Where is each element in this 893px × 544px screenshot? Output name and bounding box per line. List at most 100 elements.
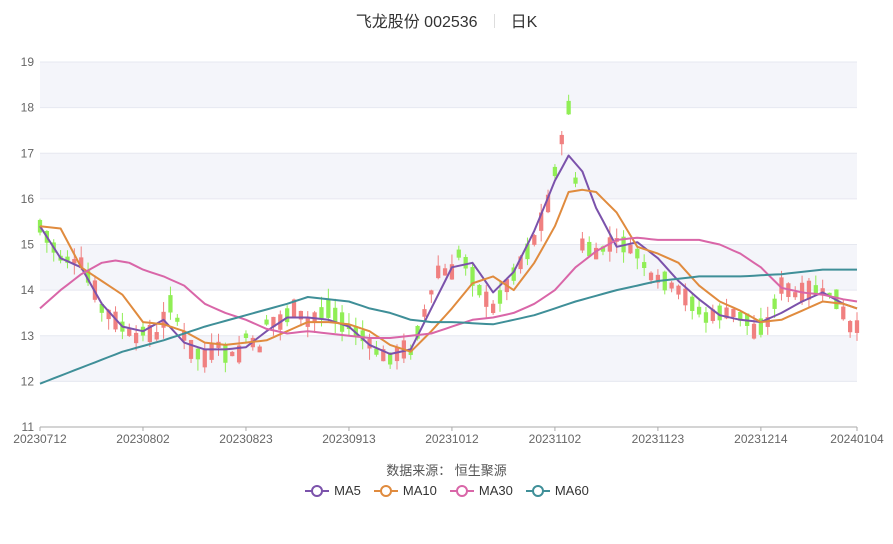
candle-body	[497, 290, 503, 304]
candle	[195, 347, 201, 371]
candle	[854, 312, 860, 341]
candle	[99, 302, 104, 322]
candle	[772, 294, 777, 318]
candle	[470, 262, 475, 297]
candle	[532, 234, 537, 247]
legend-item-ma30[interactable]: MA30	[449, 483, 513, 498]
candle-body	[484, 291, 489, 307]
candle-body	[731, 308, 736, 318]
candle-body	[422, 309, 427, 317]
legend-item-ma60[interactable]: MA60	[525, 483, 589, 498]
candle-body	[518, 256, 523, 270]
candle	[490, 300, 496, 315]
candle-body	[339, 312, 345, 332]
candle	[353, 317, 358, 346]
candle-body	[690, 296, 695, 312]
candle-body	[628, 244, 633, 254]
candle	[264, 314, 269, 326]
y-tick-label: 17	[21, 146, 35, 160]
candle-body	[806, 280, 812, 300]
candle-body	[285, 308, 290, 323]
candle-body	[511, 267, 516, 281]
candle-body	[710, 309, 715, 322]
candle	[511, 263, 516, 285]
candle-body	[635, 248, 640, 259]
candle	[85, 262, 91, 286]
candle-body	[113, 311, 118, 330]
grid-band	[40, 62, 857, 108]
candle	[820, 279, 825, 302]
candle-body	[772, 298, 777, 309]
candle	[545, 189, 551, 214]
candle	[381, 345, 386, 362]
candle-body	[600, 246, 606, 252]
candle	[360, 320, 365, 350]
candle	[793, 286, 798, 300]
legend-label: MA60	[554, 483, 589, 498]
candle	[65, 250, 70, 269]
candle	[559, 130, 564, 156]
candle	[127, 323, 132, 337]
candle-body	[99, 303, 104, 313]
candle	[580, 232, 585, 253]
candle-body	[751, 323, 757, 339]
candle-body	[360, 330, 365, 342]
candle-body	[854, 320, 860, 333]
candle-body	[381, 349, 386, 362]
candle-body	[72, 259, 77, 264]
candle-body	[593, 247, 599, 260]
x-tick-label: 20230712	[13, 432, 67, 446]
legend-item-ma10[interactable]: MA10	[373, 483, 437, 498]
legend-swatch	[305, 484, 330, 497]
title-separator	[493, 14, 495, 28]
candle-body	[264, 319, 269, 325]
legend-swatch-marker	[311, 484, 324, 497]
candle	[456, 245, 461, 261]
candle-body	[326, 298, 331, 318]
candle	[230, 350, 235, 357]
candle	[745, 313, 750, 335]
candle-body	[333, 307, 338, 323]
candle-body	[470, 267, 475, 286]
candle	[552, 164, 558, 179]
candle	[422, 304, 427, 323]
candle	[710, 304, 715, 324]
candle-body	[676, 285, 681, 295]
candle-body	[374, 348, 379, 355]
candle	[484, 284, 489, 318]
legend-swatch	[373, 484, 398, 497]
candle-body	[779, 277, 784, 294]
legend-swatch	[525, 484, 550, 497]
y-axis: 11 12 13 14 15 16 17 18 19	[21, 55, 35, 434]
candle-body	[195, 348, 201, 360]
candle-body	[133, 332, 139, 344]
candle	[243, 330, 249, 344]
candle	[285, 305, 290, 327]
candle-body	[463, 256, 468, 269]
candle	[209, 333, 214, 363]
x-tick-label: 20230823	[219, 432, 273, 446]
candle-body	[319, 307, 324, 319]
legend-label: MA5	[334, 483, 361, 498]
candle-body	[182, 330, 187, 341]
legend-item-ma5[interactable]: MA5	[304, 483, 361, 498]
line-ma30	[39, 236, 858, 339]
candle	[525, 237, 530, 266]
candle	[690, 292, 695, 320]
candle-body	[848, 321, 853, 333]
grid-bands	[40, 62, 857, 382]
candle-body	[683, 288, 688, 306]
candle-body	[703, 312, 709, 323]
candle-body	[243, 333, 249, 338]
candle	[477, 284, 482, 298]
y-tick-label: 15	[21, 238, 35, 252]
candle	[333, 298, 338, 334]
candle-body	[539, 212, 544, 231]
candle	[696, 297, 702, 318]
y-tick-label: 12	[21, 374, 35, 388]
candle	[223, 342, 228, 373]
candle-body	[559, 134, 564, 145]
candle	[305, 311, 310, 338]
data-source: 数据来源： 恒生聚源	[386, 463, 507, 478]
